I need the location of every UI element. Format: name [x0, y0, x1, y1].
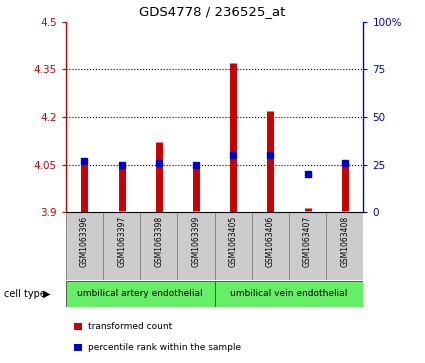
Bar — [252, 212, 289, 280]
Bar — [289, 212, 326, 280]
Text: GSM1063407: GSM1063407 — [303, 216, 312, 267]
Bar — [326, 212, 363, 280]
Bar — [215, 212, 252, 280]
Bar — [215, 281, 363, 307]
Text: umbilical artery endothelial: umbilical artery endothelial — [77, 289, 203, 298]
Text: GSM1063399: GSM1063399 — [192, 216, 201, 267]
Text: GSM1063406: GSM1063406 — [266, 216, 275, 267]
Text: percentile rank within the sample: percentile rank within the sample — [88, 343, 241, 352]
Bar — [178, 212, 215, 280]
Bar — [103, 212, 140, 280]
Bar — [66, 281, 215, 307]
Text: GSM1063396: GSM1063396 — [80, 216, 89, 267]
Bar — [140, 212, 178, 280]
Bar — [66, 212, 103, 280]
Text: transformed count: transformed count — [88, 322, 173, 331]
Text: GSM1063397: GSM1063397 — [117, 216, 126, 267]
Text: cell type: cell type — [4, 289, 46, 299]
Text: GSM1063398: GSM1063398 — [154, 216, 163, 267]
Text: umbilical vein endothelial: umbilical vein endothelial — [230, 289, 348, 298]
Text: GDS4778 / 236525_at: GDS4778 / 236525_at — [139, 5, 286, 19]
Text: GSM1063408: GSM1063408 — [340, 216, 349, 267]
Text: ▶: ▶ — [42, 289, 50, 299]
Text: GSM1063405: GSM1063405 — [229, 216, 238, 267]
